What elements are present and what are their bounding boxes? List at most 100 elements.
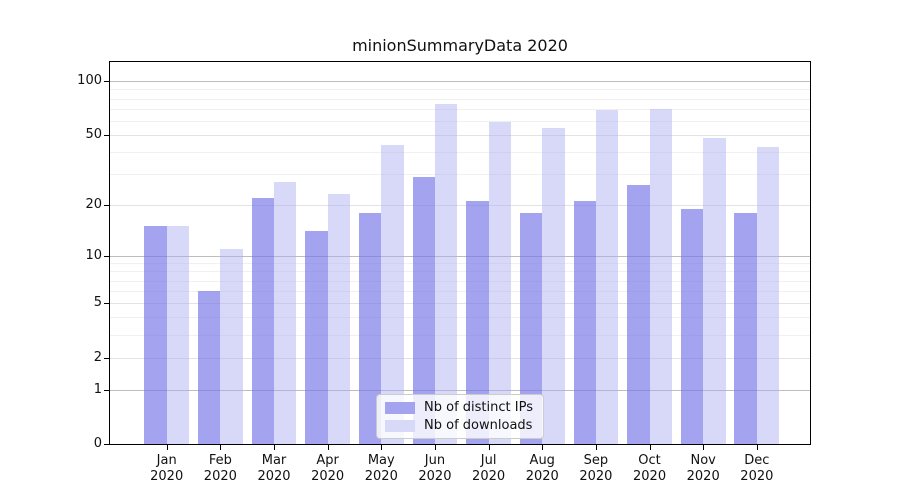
x-tick-year: 2020 xyxy=(257,469,291,484)
x-tick-label: Mar 2020 xyxy=(242,453,306,485)
x-tick-year: 2020 xyxy=(686,469,720,484)
x-tick-month: Feb xyxy=(208,453,232,468)
gridline-minor xyxy=(110,271,810,273)
y-tick xyxy=(104,357,110,359)
y-tick-label: 20 xyxy=(85,196,102,212)
legend-item-distinct-ips: Nb of distinct IPs xyxy=(385,400,533,415)
gridline-decade xyxy=(110,255,810,257)
x-tick xyxy=(381,445,383,450)
y-tick xyxy=(104,204,110,206)
gridline-major xyxy=(110,204,810,206)
x-tick-month: Mar xyxy=(261,453,287,468)
x-tick-month: May xyxy=(367,453,395,468)
x-tick xyxy=(166,445,168,450)
x-tick-month: Dec xyxy=(744,453,770,468)
grid-layer xyxy=(110,62,810,444)
x-tick xyxy=(649,445,651,450)
y-tick-label: 0 xyxy=(93,436,102,451)
bar-downloads-apr xyxy=(327,194,351,444)
x-tick-month: Aug xyxy=(529,453,555,468)
bar-ips-dec xyxy=(734,212,757,444)
x-tick-month: Apr xyxy=(316,453,339,468)
x-tick xyxy=(703,445,705,450)
bar-ips-may xyxy=(358,212,382,444)
y-tick xyxy=(104,303,110,305)
x-tick-year: 2020 xyxy=(579,469,613,484)
x-tick-month: Nov xyxy=(690,453,716,468)
x-tick-label: Nov 2020 xyxy=(671,453,735,485)
gridline-major xyxy=(110,134,810,136)
bar-ips-apr xyxy=(305,231,328,444)
gridline-decade xyxy=(110,81,810,83)
y-tick xyxy=(104,134,110,136)
y-tick xyxy=(104,444,110,445)
gridline-major xyxy=(110,357,810,359)
bar-downloads-jul xyxy=(488,122,511,444)
y-tick-label: 5 xyxy=(93,295,102,311)
gridline-minor xyxy=(110,120,810,122)
bar-downloads-dec xyxy=(756,146,780,444)
y-tick-label: 1 xyxy=(93,381,102,397)
gridline-minor xyxy=(110,108,810,110)
y-tick-label: 2 xyxy=(93,349,102,365)
bar-downloads-jun xyxy=(434,103,458,444)
bar-downloads-mar xyxy=(274,182,297,444)
gridline-minor xyxy=(110,280,810,282)
x-tick-year: 2020 xyxy=(203,469,237,484)
y-tick-label: 50 xyxy=(85,126,102,142)
gridline-minor xyxy=(110,263,810,264)
gridline-minor xyxy=(110,152,810,154)
x-tick xyxy=(756,445,758,450)
x-tick-month: Oct xyxy=(638,453,661,468)
y-tick xyxy=(104,81,110,83)
chart-title: minionSummaryData 2020 xyxy=(352,36,568,55)
x-tick-year: 2020 xyxy=(418,469,452,484)
x-tick-month: Jan xyxy=(156,453,177,468)
bar-ips-nov xyxy=(680,208,704,444)
legend-swatch-downloads xyxy=(385,419,416,432)
y-tick xyxy=(104,389,110,391)
x-tick-label: Jan 2020 xyxy=(135,453,199,485)
x-tick-year: 2020 xyxy=(740,469,774,484)
bar-ips-mar xyxy=(251,197,274,444)
legend: Nb of distinct IPs Nb of downloads xyxy=(376,394,544,439)
bar-ips-sep xyxy=(573,201,596,444)
x-tick-label: Aug 2020 xyxy=(510,453,574,485)
x-tick-label: Jun 2020 xyxy=(403,453,467,485)
bar-downloads-nov xyxy=(703,138,726,444)
x-tick-label: Dec 2020 xyxy=(725,453,789,485)
x-tick xyxy=(274,445,275,450)
x-tick-month: Jun xyxy=(424,453,446,468)
plot-area: Nb of distinct IPs Nb of downloads xyxy=(109,61,811,445)
gridline-minor xyxy=(110,98,810,100)
x-tick xyxy=(327,445,329,450)
gridline-minor xyxy=(110,291,810,293)
x-tick-label: May 2020 xyxy=(349,453,413,485)
bar-downloads-feb xyxy=(220,248,243,444)
x-tick xyxy=(434,445,436,450)
x-tick xyxy=(488,445,490,450)
bar-ips-feb xyxy=(197,291,221,444)
x-tick-month: Jul xyxy=(480,453,497,468)
legend-swatch-distinct-ips xyxy=(385,401,416,414)
y-tick-label: 10 xyxy=(85,247,102,263)
x-tick-year: 2020 xyxy=(311,469,345,484)
bar-downloads-aug xyxy=(542,127,565,444)
x-tick xyxy=(595,445,597,450)
gridline-major xyxy=(110,303,810,305)
x-tick-year: 2020 xyxy=(472,469,506,484)
x-tick-label: Feb 2020 xyxy=(188,453,252,485)
bar-downloads-sep xyxy=(595,110,619,444)
x-tick-label: Oct 2020 xyxy=(618,453,682,485)
bar-downloads-may xyxy=(381,144,404,444)
gridline-minor xyxy=(110,174,810,176)
legend-label-downloads: Nb of downloads xyxy=(424,418,533,433)
x-tick-year: 2020 xyxy=(525,469,559,484)
gridline-minor xyxy=(110,317,810,319)
x-tick-year: 2020 xyxy=(150,469,184,484)
x-tick-year: 2020 xyxy=(364,469,398,484)
bar-ips-oct xyxy=(627,184,650,444)
bars-layer xyxy=(110,62,810,444)
x-tick xyxy=(220,445,222,450)
